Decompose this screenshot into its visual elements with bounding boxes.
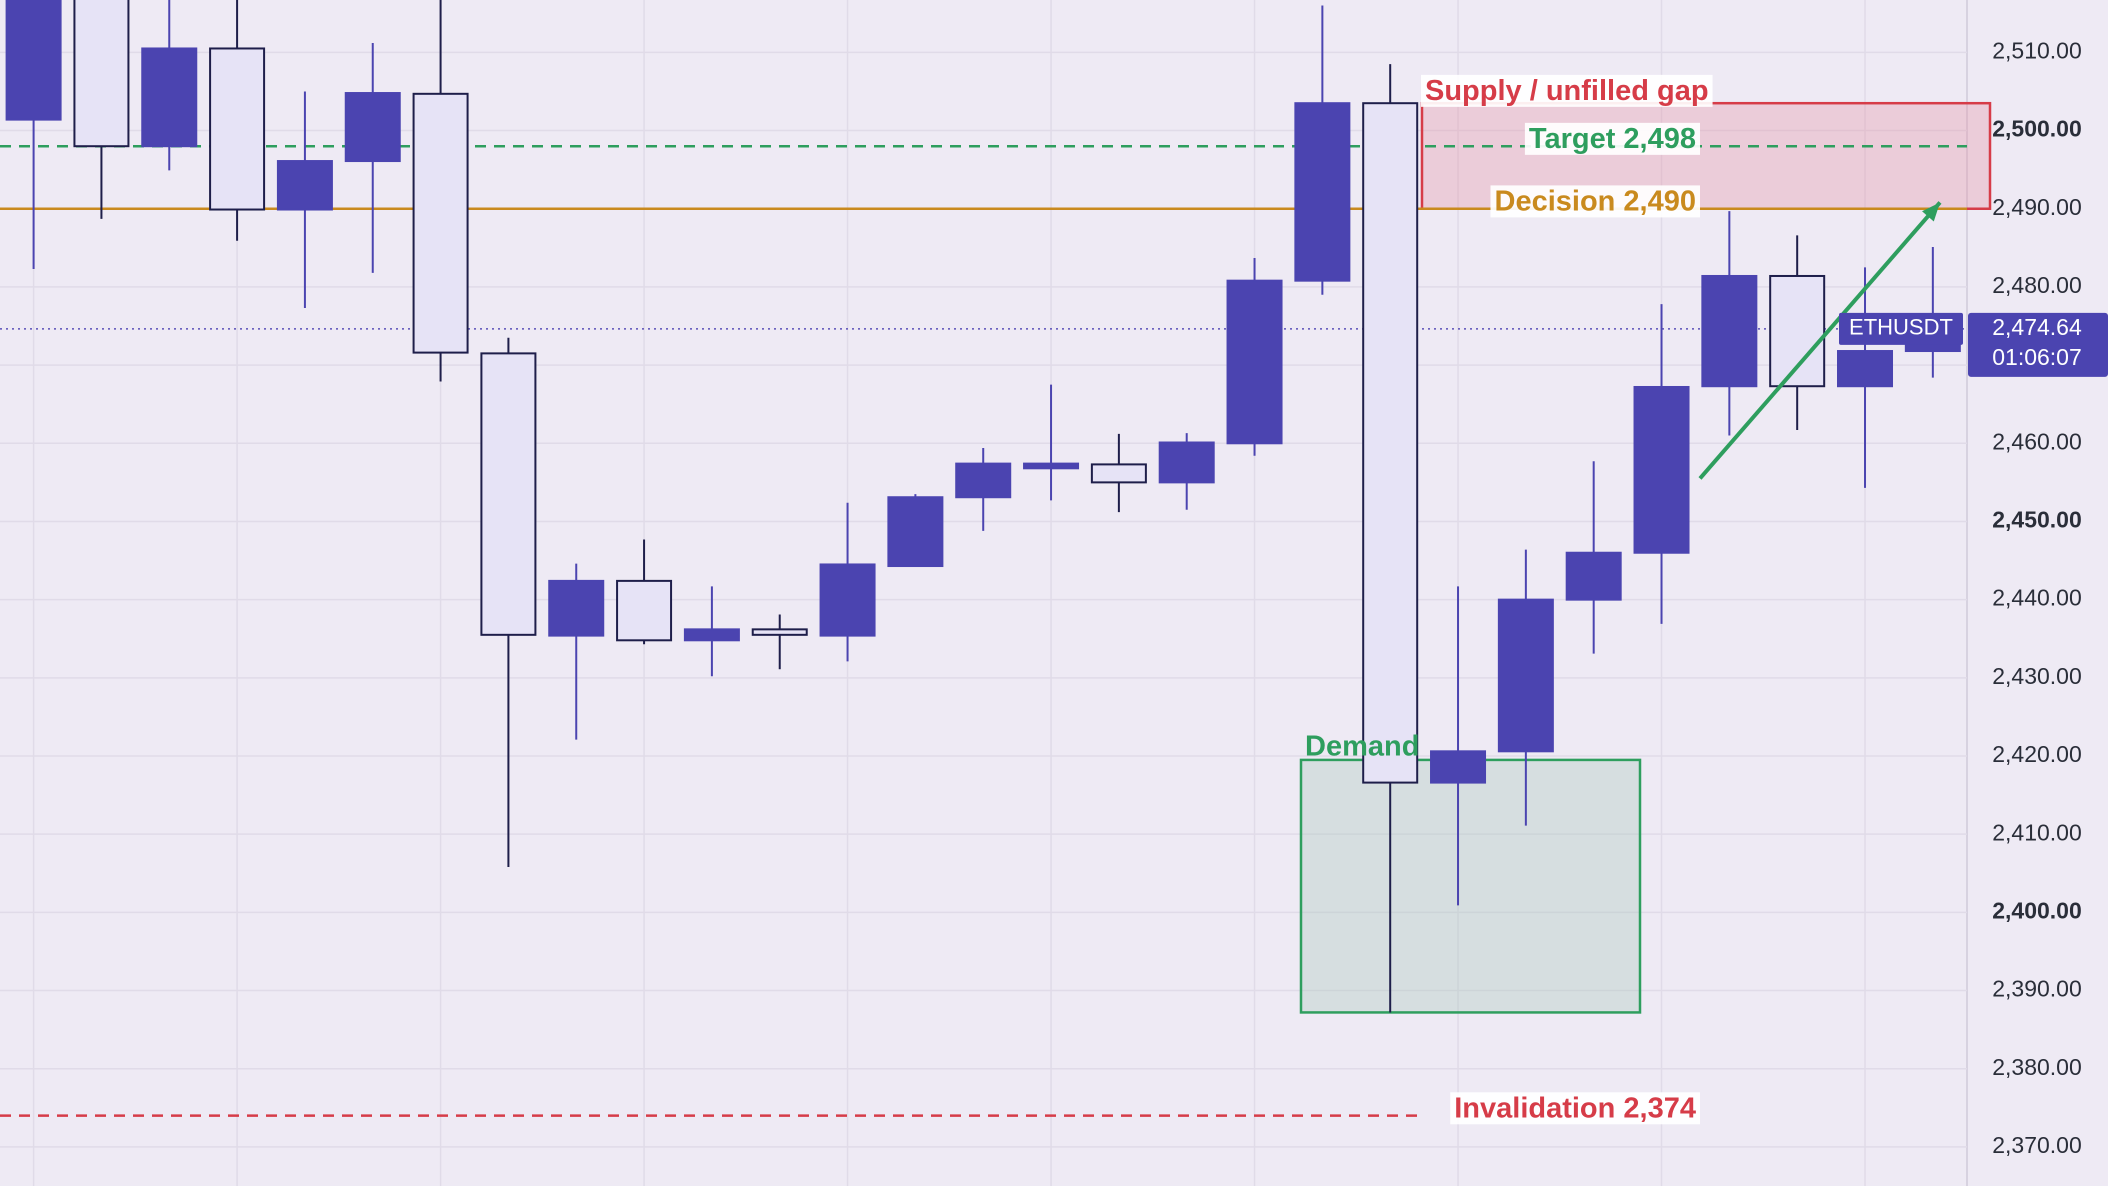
annotation: Supply / unfilled gap [1421,74,1713,107]
candle-body [1226,279,1283,445]
candle-body [1430,750,1487,784]
candle-body [683,628,740,642]
candle-body [819,563,876,637]
candle-body [1565,551,1622,601]
annotation-label: Target 2,498 [1529,123,1696,155]
zone [1299,758,1642,1014]
y-tick-label: 2,410.00 [1992,819,2082,845]
symbol-label: ETHUSDT [1849,315,1953,340]
candle-body [1362,102,1419,784]
y-tick-label: 2,380.00 [1992,1054,2082,1080]
annotation: Invalidation 2,374 [1450,1092,1700,1125]
price-label: 2,474.64 [1992,314,2082,340]
candle-body [1090,463,1147,484]
candle-body [1633,385,1690,554]
candle-body [616,579,673,642]
y-tick-label: 2,500.00 [1992,116,2082,142]
annotation-bg [1524,122,1700,155]
price-badge [1968,312,2108,377]
candle-body [73,0,130,148]
candle-body [887,496,944,568]
candle-body [1497,598,1554,753]
candle-body [141,47,198,148]
candle-body [751,628,808,636]
y-tick-label: 2,430.00 [1992,663,2082,689]
y-tick-label: 2,390.00 [1992,976,2082,1002]
annotation-bg [1450,1092,1700,1125]
candle-body [344,92,401,163]
annotation-bg [1421,74,1713,107]
countdown-label: 01:06:07 [1992,344,2082,370]
candle-body [1837,350,1894,388]
symbol-badge [1839,312,1963,345]
y-tick-label: 2,450.00 [1992,507,2082,533]
candle-body [1294,102,1351,282]
annotation-label: Demand [1305,731,1419,763]
candle-body [480,352,537,636]
annotation: Target 2,498 [1524,122,1700,155]
y-tick-label: 2,490.00 [1992,194,2082,220]
candle-body [955,462,1012,499]
annotation-label: Decision 2,490 [1495,185,1697,217]
y-tick-label: 2,440.00 [1992,585,2082,611]
annotation-label: Invalidation 2,374 [1454,1092,1696,1124]
y-tick-label: 2,480.00 [1992,272,2082,298]
y-tick-label: 2,420.00 [1992,741,2082,767]
candle-body [1158,441,1215,484]
candle-body [1701,274,1758,388]
trend-arrow [1698,201,1942,480]
y-tick-label: 2,510.00 [1992,37,2082,63]
annotation: Decision 2,490 [1490,185,1700,218]
y-tick-label: 2,400.00 [1992,897,2082,923]
candle-body [5,0,62,121]
annotation-bg [1490,185,1700,218]
arrow-head [1922,202,1940,222]
candle-body [276,160,333,211]
candle-body [548,579,605,637]
candle-body [209,47,266,211]
y-tick-label: 2,460.00 [1992,428,2082,454]
y-tick-label: 2,370.00 [1992,1132,2082,1158]
annotation-label: Supply / unfilled gap [1425,75,1709,107]
candle-body [1023,462,1080,470]
candle-body [412,92,469,354]
